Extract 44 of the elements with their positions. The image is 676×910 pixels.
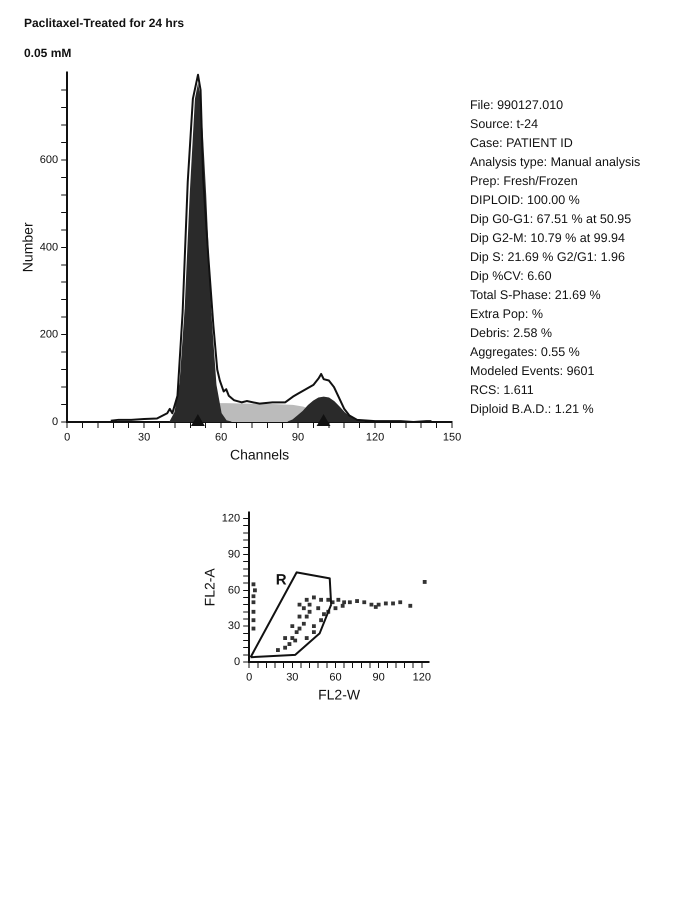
text: Extra Pop: %	[470, 306, 544, 323]
y-tick-label: 30	[228, 620, 240, 632]
x-axis-title: FL2-W	[318, 686, 361, 702]
text: Dip G0-G1: 67.51 % at 50.95	[470, 211, 632, 228]
x-tick-label: 90	[292, 432, 304, 444]
chart-subtitle: 0.05 mM	[24, 46, 72, 60]
text: Analysis type: Manual analysis	[470, 154, 642, 171]
y-tick-label: 600	[40, 154, 58, 166]
x-tick-label: 60	[214, 432, 228, 444]
text: Dip G2-M: 10.79 % at 99.94	[470, 230, 626, 247]
x-tick-label: 120	[366, 432, 384, 444]
x-tick-label: 0	[64, 432, 70, 444]
y-tick-label: 400	[40, 241, 58, 254]
x-tick-label: 120	[412, 672, 431, 684]
text: Dip S: 21.69 % G2/G1: 1.96	[470, 249, 626, 266]
x-tick-label: 30	[286, 672, 298, 684]
x-tick-label: 90	[372, 672, 385, 684]
y-axis-title: Number	[19, 222, 36, 272]
source-note: Source: t-24	[470, 116, 540, 133]
text: Diploid B.A.D.: 1.21 %	[470, 401, 595, 418]
text: Aggregates: 0.55 %	[470, 344, 581, 361]
series-label: R	[276, 571, 287, 588]
x-tick-label: 30	[138, 432, 150, 444]
y-tick-label: 0	[234, 656, 240, 668]
y-tick-label: 90	[228, 548, 240, 560]
text: DIPLOID: 100.00 %	[470, 192, 581, 209]
y-tick-label: 120	[222, 512, 240, 525]
x-tick-label: 0	[246, 672, 252, 684]
text: RCS: 1.611	[470, 382, 535, 399]
text: Dip %CV: 6.60	[470, 268, 553, 285]
x-axis-title: Channels	[230, 446, 290, 462]
text: Case: PATIENT ID	[470, 135, 574, 152]
text: Total S-Phase: 21.69 %	[470, 287, 602, 304]
x-tick-label: 60	[329, 672, 342, 684]
text: Debris: 2.58 %	[470, 325, 553, 342]
text: Modeled Events: 9601	[470, 363, 596, 380]
text: Prep: Fresh/Frozen	[470, 173, 579, 190]
y-axis-title: FL2-A	[201, 568, 218, 606]
text: File: 990127.010	[470, 97, 564, 114]
x-tick-label: 150	[442, 432, 462, 444]
y-tick-label: 60	[228, 584, 240, 596]
y-tick-label: 200	[40, 328, 58, 341]
chart-title: Paclitaxel-Treated for 24 hrs	[24, 16, 184, 30]
y-tick-label: 0	[52, 416, 58, 428]
